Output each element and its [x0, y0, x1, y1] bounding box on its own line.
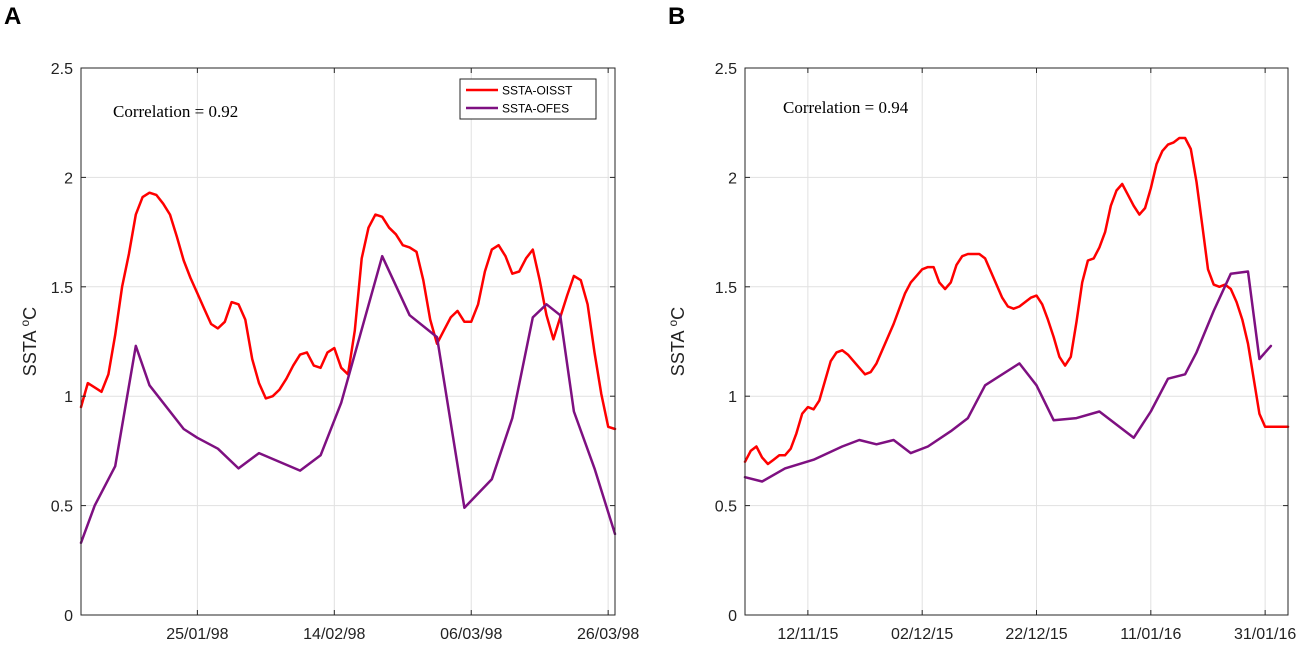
panel-b-x-tick-label: 12/11/15	[777, 626, 838, 643]
panel-a-y-axis-label: SSTA oC	[18, 307, 40, 376]
panel-b-x-tick-label: 11/01/16	[1120, 626, 1181, 643]
panel-b-plot: B 0 0.5 1 1.5 2 2.5 12/11/15 02/12/15 22/12/15 11/…	[666, 3, 1296, 643]
panel-b-y-axis-label: SSTA oC	[666, 307, 688, 376]
panel-a-y-tick-label: 1.5	[51, 280, 73, 297]
panel-b-y-axis-label-text: SSTA	[668, 327, 688, 377]
panel-b-y-tick-label: 2	[728, 170, 737, 187]
panel-a-x-tick-label: 26/03/98	[577, 626, 639, 643]
panel-a-legend-box	[459, 78, 597, 120]
panel-b-y-axis-label-unit: C	[668, 307, 688, 320]
panel-b-x-tick-label: 02/12/15	[891, 626, 953, 643]
panel-b-series-ssta-ofes	[743, 270, 1273, 483]
panel-a-y-axis-label-superscript: o	[18, 320, 32, 327]
panel-b-letter: B	[668, 3, 685, 30]
panel-a-y-axis-label-unit: C	[20, 307, 40, 320]
panel-a-series-ssta-oisst	[79, 191, 617, 431]
panel-b-series-ssta-oisst	[743, 136, 1290, 466]
panel-a-correlation-annotation: Correlation = 0.92	[113, 102, 238, 121]
panel-b-x-tick-label: 31/01/16	[1234, 626, 1296, 643]
panel-a-axes-frame	[80, 67, 616, 616]
panel-a-y-tick-label: 2.5	[51, 61, 73, 78]
panel-b-y-axis-label-superscript: o	[666, 320, 680, 327]
panel-a-series-ssta-ofes	[79, 254, 617, 545]
panel-a-letter: A	[4, 3, 21, 30]
panel-a-x-tick-label: 14/02/98	[303, 626, 365, 643]
panel-b-axes-frame	[744, 67, 1289, 616]
panel-a-y-tick-label: 2	[64, 170, 73, 187]
panel-a-x-tick-label: 25/01/98	[166, 626, 228, 643]
panel-a-y-tick-label: 0.5	[51, 499, 73, 516]
panel-a-x-tick-label: 06/03/98	[440, 626, 502, 643]
panel-a-legend: SSTA-OISST SSTA-OFES	[459, 78, 597, 120]
panel-a-legend-label-ssta-oisst: SSTA-OISST	[502, 84, 573, 98]
panel-b-correlation-annotation: Correlation = 0.94	[783, 98, 909, 117]
panel-a-y-tick-label: 1	[64, 389, 73, 406]
panel-b-y-tick-label: 2.5	[715, 61, 737, 78]
panel-a-y-tick-label: 0	[64, 608, 73, 625]
panel-b-x-tick-label: 22/12/15	[1005, 626, 1067, 643]
panel-b-y-tick-label: 1.5	[715, 280, 737, 297]
panel-a-plot: A 0 0.5 1 1.5 2 2.5 25/01/98 14/02/98 06/03/98 26/…	[4, 3, 639, 643]
panel-b-y-tick-label: 0.5	[715, 499, 737, 516]
panel-a-y-axis-label-text: SSTA	[20, 327, 40, 377]
panel-b-y-tick-label: 0	[728, 608, 737, 625]
panel-a-legend-label-ssta-ofes: SSTA-OFES	[502, 102, 569, 116]
panel-b-y-tick-label: 1	[728, 389, 737, 406]
